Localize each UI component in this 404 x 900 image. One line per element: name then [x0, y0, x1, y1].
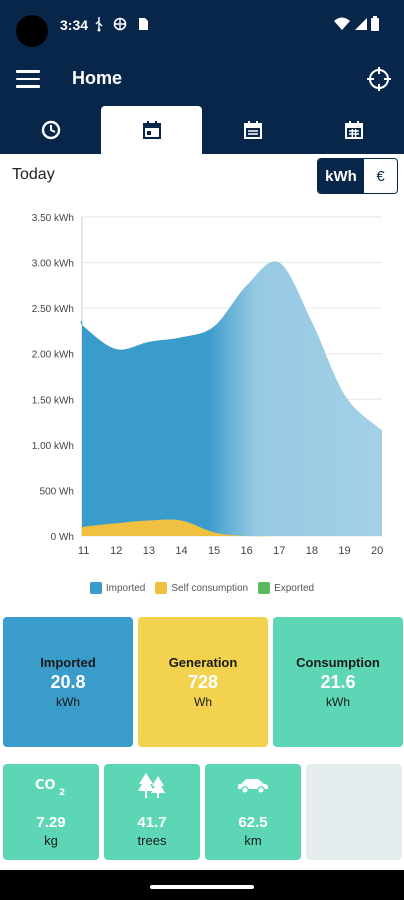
svg-text:CO: CO [35, 778, 56, 793]
y-tick-label: 0 Wh [51, 532, 74, 543]
tab-year[interactable] [303, 106, 404, 154]
status-bar: 3:34 [0, 0, 404, 52]
consumption-unit: kWh [326, 695, 350, 709]
consumption-value: 21.6 [320, 672, 356, 692]
co2-value: 7.29 [36, 814, 66, 831]
unit-kwh-button[interactable]: kWh [318, 159, 364, 193]
vpn-icon [113, 17, 127, 31]
trees-card[interactable]: 41.7 trees [104, 764, 200, 860]
y-tick-label: 1.00 kWh [32, 441, 74, 452]
imported-title: Imported [40, 655, 96, 670]
clock-icon [41, 120, 60, 140]
calendar-year-icon [344, 121, 363, 139]
x-tick-label: 17 [273, 545, 285, 557]
x-tick-label: 12 [110, 545, 122, 557]
x-tick-label: 14 [175, 545, 187, 557]
battery-icon [371, 16, 379, 31]
consumption-title: Consumption [296, 655, 380, 670]
trees-unit: trees [137, 833, 167, 848]
x-tick-label: 20 [371, 545, 383, 557]
period-label: Today [12, 166, 55, 183]
generation-value: 728 [187, 672, 219, 692]
imported-unit: kWh [56, 695, 80, 709]
legend-label-exported: Exported [274, 582, 315, 594]
wifi-icon [334, 17, 350, 30]
legend-label-self-consumption: Self consumption [171, 582, 249, 594]
x-tick-label: 11 [78, 545, 89, 557]
crosshair-icon[interactable] [366, 66, 392, 92]
y-tick-label: 3.00 kWh [32, 259, 74, 270]
energy-chart: 0 Wh 500 Wh 1.00 kWh 1.50 kWh 2.00 kWh 2.50 k… [0, 200, 404, 610]
home-indicator[interactable] [150, 885, 254, 889]
empty-card [306, 764, 402, 860]
generation-title: Generation [168, 655, 238, 670]
co2-icon: CO 2 [34, 772, 68, 800]
legend-item-exported[interactable]: Exported [258, 580, 314, 596]
tab-month[interactable] [202, 106, 303, 154]
tab-live[interactable] [0, 106, 101, 154]
sim-icon [139, 18, 148, 30]
app-bar: Home [0, 52, 404, 106]
co2-unit: kg [44, 833, 58, 848]
trees-icon [137, 772, 167, 800]
svg-text:2: 2 [59, 788, 65, 797]
menu-icon [16, 70, 40, 73]
legend-swatch-exported [258, 582, 271, 594]
camera-cutout [16, 15, 48, 47]
generation-card[interactable]: Generation 728 Wh [138, 617, 268, 747]
y-tick-label: 1.50 kWh [32, 395, 74, 406]
x-tick-label: 15 [208, 545, 220, 557]
energy-area-chart: 0 Wh 500 Wh 1.00 kWh 1.50 kWh 2.00 kWh 2.50 k… [32, 213, 383, 557]
series-self-consumption-area[interactable] [80, 519, 382, 537]
menu-button[interactable] [16, 70, 40, 90]
consumption-card[interactable]: Consumption 21.6 kWh [273, 617, 403, 747]
co2-card[interactable]: CO 2 7.29 kg [3, 764, 99, 860]
legend-swatch-self-consumption [155, 582, 168, 594]
car-value: 62.5 [238, 814, 268, 831]
y-tick-label: 2.00 kWh [32, 350, 74, 361]
tab-bar [0, 106, 404, 154]
x-tick-label: 16 [241, 545, 253, 557]
x-tick-label: 13 [143, 545, 155, 557]
unit-euro-button[interactable]: € [364, 159, 397, 193]
y-tick-label: 500 Wh [40, 486, 74, 497]
trees-value: 41.7 [137, 814, 167, 831]
chart-legend: Imported Self consumption Exported [0, 580, 404, 596]
series-imported-area[interactable] [80, 261, 382, 536]
legend-label-imported: Imported [105, 582, 146, 594]
unit-toggle: kWh € [317, 158, 398, 194]
generation-unit: Wh [194, 695, 212, 709]
imported-value: 20.8 [50, 672, 86, 692]
car-card[interactable]: 62.5 km [205, 764, 301, 860]
x-tick-label: 18 [306, 545, 318, 557]
usb-icon [95, 17, 103, 32]
system-nav-bar [0, 870, 404, 900]
tab-day[interactable] [101, 106, 202, 154]
y-tick-label: 2.50 kWh [32, 304, 74, 315]
x-tick-label: 19 [338, 545, 350, 557]
signal-icon [355, 18, 367, 30]
page-title: Home [72, 68, 123, 88]
y-tick-label: 3.50 kWh [32, 213, 74, 224]
calendar-day-icon [142, 121, 161, 139]
car-unit: km [244, 833, 262, 848]
car-icon [236, 772, 270, 800]
legend-item-imported[interactable]: Imported [89, 580, 146, 596]
calendar-month-icon [243, 121, 262, 139]
period-row: Today kWh € [0, 154, 404, 198]
imported-card[interactable]: Imported 20.8 kWh [3, 617, 133, 747]
legend-swatch-imported [89, 582, 102, 594]
legend-item-self-consumption[interactable]: Self consumption [155, 580, 248, 596]
status-time: 3:34 [60, 17, 89, 33]
